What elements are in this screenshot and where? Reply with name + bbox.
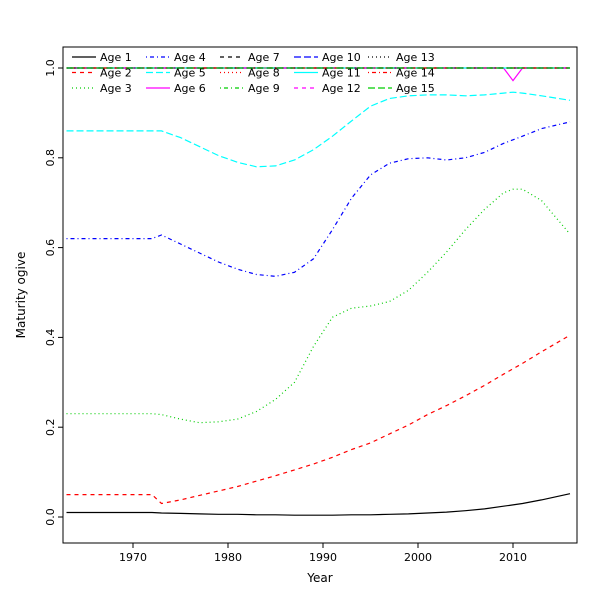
- legend-label-age-11: Age 11: [322, 66, 361, 79]
- x-axis-tick-label: 1970: [119, 551, 147, 564]
- legend-label-age-7: Age 7: [248, 51, 280, 64]
- series-line-age-2: [66, 334, 571, 505]
- x-axis-tick-label: 1990: [309, 551, 337, 564]
- legend-label-age-2: Age 2: [100, 66, 132, 79]
- series-line-age-1: [66, 493, 571, 516]
- legend-label-age-5: Age 5: [174, 66, 206, 79]
- legend-label-age-15: Age 15: [396, 82, 435, 95]
- y-axis-tick-label: 0.6: [44, 239, 57, 257]
- series-line-age-6: [66, 67, 570, 82]
- y-axis-title: Maturity ogive: [14, 251, 28, 339]
- legend-label-age-12: Age 12: [322, 82, 361, 95]
- x-axis-tick-label: 1980: [214, 551, 242, 564]
- legend-label-age-1: Age 1: [100, 51, 132, 64]
- legend-label-age-13: Age 13: [396, 51, 435, 64]
- series-line-age-5: [66, 91, 571, 168]
- plot-border: [62, 46, 578, 544]
- y-axis-tick-label: 0.0: [44, 508, 57, 526]
- series-line-age-3: [66, 188, 571, 424]
- x-axis-tick-label: 2000: [404, 551, 432, 564]
- x-axis-tick-label: 2010: [499, 551, 527, 564]
- y-axis-tick-label: 1.0: [44, 59, 57, 77]
- legend-label-age-14: Age 14: [396, 66, 435, 79]
- y-axis-tick-label: 0.2: [44, 418, 57, 436]
- y-axis-tick-label: 0.8: [44, 149, 57, 167]
- legend-label-age-3: Age 3: [100, 82, 132, 95]
- legend-label-age-8: Age 8: [248, 66, 280, 79]
- series-line-age-4: [66, 121, 571, 277]
- x-axis-title: Year: [307, 571, 333, 585]
- legend-label-age-9: Age 9: [248, 82, 280, 95]
- y-axis-tick-label: 0.4: [44, 329, 57, 347]
- legend-label-age-6: Age 6: [174, 82, 206, 95]
- legend-label-age-10: Age 10: [322, 51, 361, 64]
- legend-label-age-4: Age 4: [174, 51, 206, 64]
